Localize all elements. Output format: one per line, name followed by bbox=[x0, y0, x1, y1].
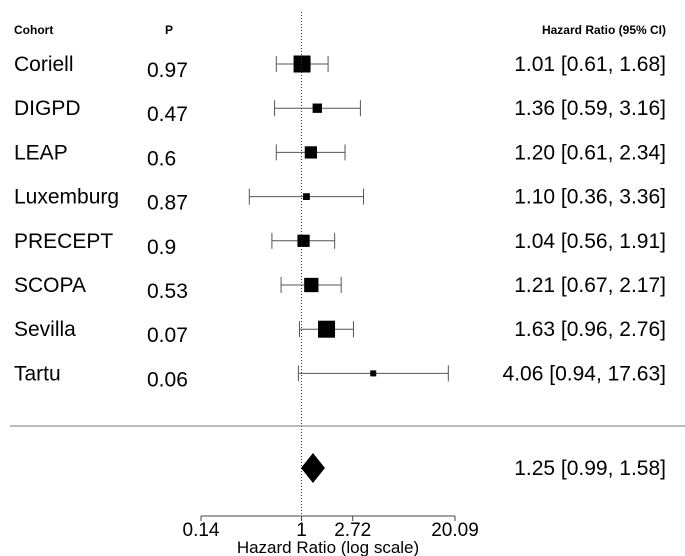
header-cohort: Cohort bbox=[14, 23, 53, 37]
summary-row: 1.25 [0.99, 1.58] bbox=[301, 453, 666, 483]
p-value: 0.97 bbox=[147, 59, 188, 82]
p-value: 0.06 bbox=[147, 368, 188, 391]
cohort-label: Coriell bbox=[14, 53, 74, 76]
hazard-ratio-text: 1.36 [0.59, 3.16] bbox=[514, 97, 666, 120]
forest-row: Tartu 0.06 4.06 [0.94, 17.63] bbox=[14, 362, 666, 391]
cohort-label: PRECEPT bbox=[14, 230, 113, 253]
header-p: P bbox=[165, 23, 173, 37]
forest-row: DIGPD 0.47 1.36 [0.59, 3.16] bbox=[14, 97, 666, 126]
summary-text: 1.25 [0.99, 1.58] bbox=[514, 457, 666, 480]
cohort-rows: Coriell 0.97 1.01 [0.61, 1.68] DIGPD 0.47 1.3… bbox=[14, 53, 666, 391]
forest-row: Sevilla 0.07 1.63 [0.96, 2.76] bbox=[14, 318, 666, 347]
estimate-square bbox=[318, 320, 336, 338]
cohort-label: SCOPA bbox=[14, 274, 86, 297]
p-value: 0.87 bbox=[147, 192, 188, 215]
cohort-label: Tartu bbox=[14, 362, 61, 385]
estimate-square bbox=[304, 277, 319, 293]
summary-diamond bbox=[301, 453, 325, 483]
header-row: Cohort P Hazard Ratio (95% CI) bbox=[14, 23, 666, 37]
p-value: 0.47 bbox=[147, 103, 188, 126]
cohort-label: LEAP bbox=[14, 141, 68, 164]
cohort-label: Luxemburg bbox=[14, 186, 119, 209]
x-tick-label: 20.09 bbox=[431, 520, 479, 541]
forest-row: LEAP 0.6 1.20 [0.61, 2.34] bbox=[14, 141, 666, 170]
hazard-ratio-text: 1.63 [0.96, 2.76] bbox=[514, 318, 666, 341]
hazard-ratio-text: 1.10 [0.36, 3.36] bbox=[514, 186, 666, 209]
estimate-square bbox=[297, 234, 310, 247]
forest-row: SCOPA 0.53 1.21 [0.67, 2.17] bbox=[14, 274, 666, 303]
p-value: 0.9 bbox=[147, 236, 176, 259]
hazard-ratio-text: 1.04 [0.56, 1.91] bbox=[514, 230, 666, 253]
p-value: 0.07 bbox=[147, 324, 188, 347]
header-hazard-ratio: Hazard Ratio (95% CI) bbox=[542, 23, 666, 37]
forest-row: Luxemburg 0.87 1.10 [0.36, 3.36] bbox=[14, 186, 666, 215]
estimate-square bbox=[304, 146, 318, 159]
x-tick-label: 2.72 bbox=[334, 520, 371, 541]
x-axis-label: Hazard Ratio (log scale) bbox=[237, 538, 419, 556]
estimate-square bbox=[303, 193, 310, 200]
x-tick-label: 1 bbox=[296, 520, 307, 541]
estimate-square bbox=[370, 370, 377, 377]
hazard-ratio-text: 4.06 [0.94, 17.63] bbox=[503, 362, 666, 385]
x-tick-label: 0.14 bbox=[183, 520, 220, 541]
estimate-square bbox=[312, 103, 322, 113]
p-value: 0.53 bbox=[147, 280, 188, 303]
hazard-ratio-text: 1.20 [0.61, 2.34] bbox=[514, 141, 666, 164]
forest-row: PRECEPT 0.9 1.04 [0.56, 1.91] bbox=[14, 230, 666, 259]
hazard-ratio-text: 1.21 [0.67, 2.17] bbox=[514, 274, 666, 297]
p-value: 0.6 bbox=[147, 147, 176, 170]
cohort-label: DIGPD bbox=[14, 97, 81, 120]
estimate-square bbox=[293, 55, 311, 73]
cohort-label: Sevilla bbox=[14, 318, 76, 341]
x-axis: 0.14 1 2.72 20.09 Hazard Ratio (log scale) bbox=[183, 515, 479, 556]
forest-row: Coriell 0.97 1.01 [0.61, 1.68] bbox=[14, 53, 666, 82]
hazard-ratio-text: 1.01 [0.61, 1.68] bbox=[514, 53, 666, 76]
